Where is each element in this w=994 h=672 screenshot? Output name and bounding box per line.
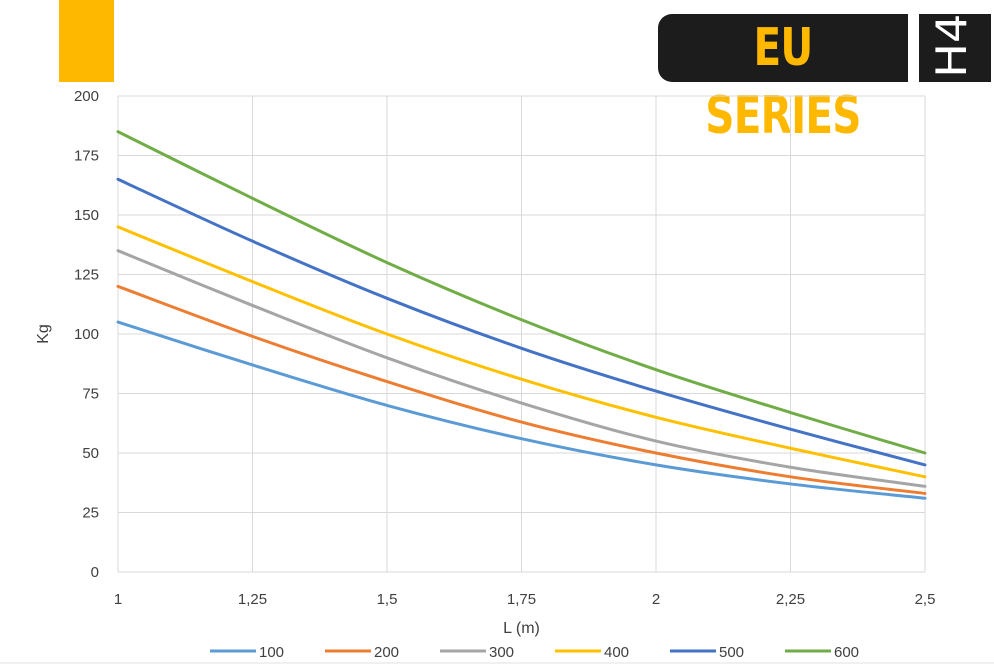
legend-label-300: 300 xyxy=(489,644,514,661)
grid-lines xyxy=(117,95,926,573)
legend-label-100: 100 xyxy=(259,644,284,661)
series-line-100 xyxy=(116,320,927,500)
bottom-divider xyxy=(0,662,994,664)
legend: 100 200 300 400 500 600 xyxy=(210,644,859,661)
x-tick-label: 1,25 xyxy=(238,591,267,608)
y-tick-label: 125 xyxy=(74,267,99,284)
y-tick-label: 100 xyxy=(74,326,99,343)
x-tick-label: 1,75 xyxy=(507,591,536,608)
y-tick-label: 0 xyxy=(91,564,99,581)
y-tick-label: 75 xyxy=(82,386,99,403)
y-tick-label: 200 xyxy=(74,88,99,105)
y-tick-label: 175 xyxy=(74,148,99,165)
x-tick-label: 2 xyxy=(652,591,660,608)
accent-block xyxy=(59,0,114,82)
legend-label-600: 600 xyxy=(834,644,859,661)
x-tick-label: 2,25 xyxy=(776,591,805,608)
series-line-200 xyxy=(116,284,927,495)
x-axis-title: L (m) xyxy=(503,620,540,637)
y-tick-label: 50 xyxy=(82,445,99,462)
legend-label-200: 200 xyxy=(374,644,399,661)
x-tick-label: 2,5 xyxy=(915,591,936,608)
x-tick-label: 1,5 xyxy=(377,591,398,608)
legend-label-400: 400 xyxy=(604,644,629,661)
legend-label-500: 500 xyxy=(719,644,744,661)
series-line-300 xyxy=(116,249,927,488)
series-line-600 xyxy=(116,130,927,455)
series-line-400 xyxy=(116,225,927,479)
series-line-500 xyxy=(116,177,927,467)
y-axis-title: Kg xyxy=(35,324,52,344)
series-lines xyxy=(116,130,927,500)
x-tick-label: 1 xyxy=(114,591,122,608)
x-axis-ticks: 1 1,25 1,5 1,75 2 2,25 2,5 xyxy=(114,591,936,608)
y-tick-label: 25 xyxy=(82,505,99,522)
y-tick-label: 150 xyxy=(74,207,99,224)
model-badge: H40 xyxy=(919,0,991,82)
y-axis-ticks: 0 25 50 75 100 125 150 175 200 xyxy=(74,88,99,581)
